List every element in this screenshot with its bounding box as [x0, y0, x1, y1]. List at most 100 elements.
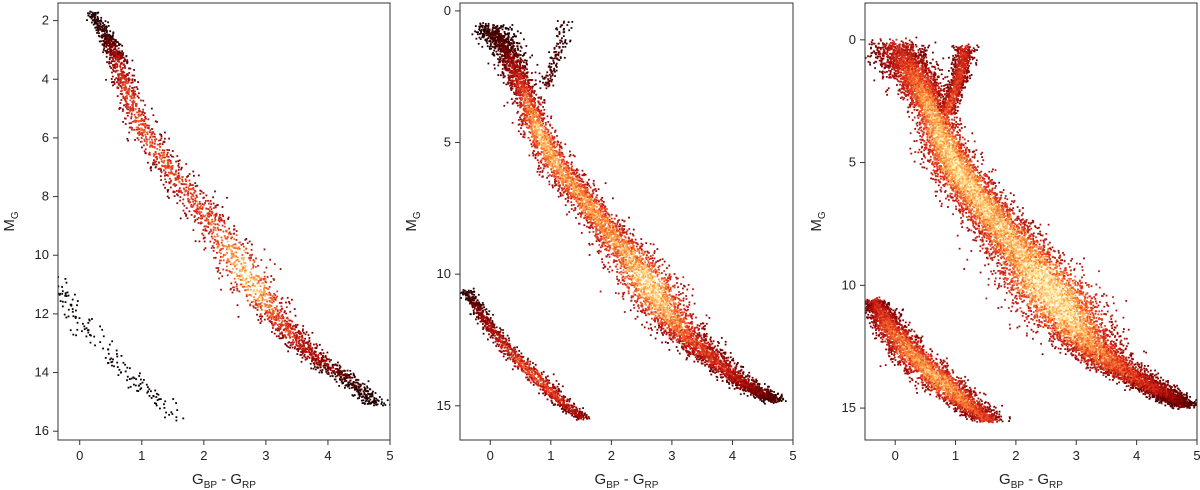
data-point — [90, 17, 93, 20]
data-point — [131, 90, 134, 93]
data-point — [632, 228, 635, 231]
data-point — [128, 93, 130, 96]
data-point — [276, 324, 279, 326]
data-point — [558, 158, 561, 161]
data-point — [135, 378, 137, 381]
data-point — [670, 319, 673, 322]
data-point — [535, 114, 538, 117]
data-point — [671, 317, 673, 320]
data-point — [502, 82, 505, 84]
data-point — [217, 219, 220, 222]
data-point — [704, 359, 707, 362]
data-point — [319, 369, 322, 372]
data-point — [367, 397, 370, 400]
data-point — [153, 142, 156, 145]
data-point — [253, 260, 256, 262]
data-point — [255, 299, 257, 302]
data-point — [294, 314, 297, 317]
data-point — [106, 49, 109, 52]
data-point — [343, 378, 345, 380]
data-point — [609, 265, 611, 268]
data-point — [270, 275, 273, 277]
data-point — [311, 347, 314, 349]
data-point — [358, 395, 361, 398]
data-point — [203, 215, 206, 218]
data-point — [204, 200, 207, 202]
data-point — [194, 197, 197, 200]
data-point — [67, 315, 70, 318]
data-point — [299, 344, 301, 347]
data-point — [359, 388, 361, 391]
data-point — [521, 93, 524, 96]
data-point — [131, 107, 133, 110]
data-point — [331, 374, 334, 377]
data-point — [165, 411, 167, 414]
data-point — [739, 370, 742, 372]
data-point — [126, 73, 129, 75]
data-point — [278, 319, 281, 322]
data-point — [166, 162, 169, 165]
data-point — [554, 155, 557, 157]
data-point — [500, 25, 502, 27]
data-point — [704, 345, 707, 347]
data-point — [251, 253, 253, 256]
data-point — [309, 348, 311, 351]
data-point — [527, 127, 530, 130]
data-point — [225, 248, 228, 251]
data-point — [694, 356, 697, 358]
data-point — [201, 206, 204, 209]
data-point — [532, 154, 535, 157]
data-point — [756, 396, 758, 398]
data-point — [720, 373, 723, 376]
data-point — [129, 99, 132, 102]
data-point — [152, 155, 155, 158]
data-point — [326, 367, 329, 369]
data-point — [245, 269, 247, 272]
data-point — [153, 146, 156, 148]
data-point — [669, 334, 672, 337]
data-point — [175, 402, 177, 404]
data-point — [564, 198, 567, 200]
data-point — [240, 263, 243, 265]
data-point — [611, 232, 613, 235]
data-point — [233, 254, 235, 257]
data-point — [146, 140, 148, 142]
data-point — [286, 317, 289, 320]
data-point — [650, 301, 652, 304]
data-point — [304, 349, 306, 352]
data-point — [308, 337, 311, 339]
data-point — [540, 151, 543, 153]
data-point — [268, 300, 271, 302]
data-point — [260, 277, 263, 280]
data-point — [249, 294, 252, 296]
data-point — [231, 256, 234, 258]
data-point — [677, 286, 679, 288]
data-point — [116, 78, 119, 80]
data-point — [214, 218, 217, 221]
data-point — [297, 350, 299, 352]
data-point — [298, 342, 300, 345]
data-point — [113, 48, 116, 50]
data-point — [72, 315, 75, 318]
data-point — [264, 277, 267, 280]
data-point — [258, 296, 260, 299]
data-point — [213, 214, 216, 217]
data-point — [628, 287, 630, 290]
data-point — [362, 390, 365, 393]
data-point — [252, 284, 255, 287]
data-point — [198, 211, 200, 214]
data-point — [244, 251, 247, 254]
data-point — [231, 250, 233, 253]
data-point — [528, 154, 531, 157]
data-point — [107, 352, 110, 355]
data-point — [625, 241, 628, 244]
data-point — [260, 294, 262, 296]
data-point — [595, 223, 597, 225]
data-point — [313, 358, 316, 361]
data-point — [313, 363, 316, 366]
data-point — [665, 285, 667, 287]
data-point — [155, 156, 158, 158]
data-point — [65, 295, 68, 297]
data-point — [163, 161, 165, 164]
data-point — [128, 126, 131, 129]
